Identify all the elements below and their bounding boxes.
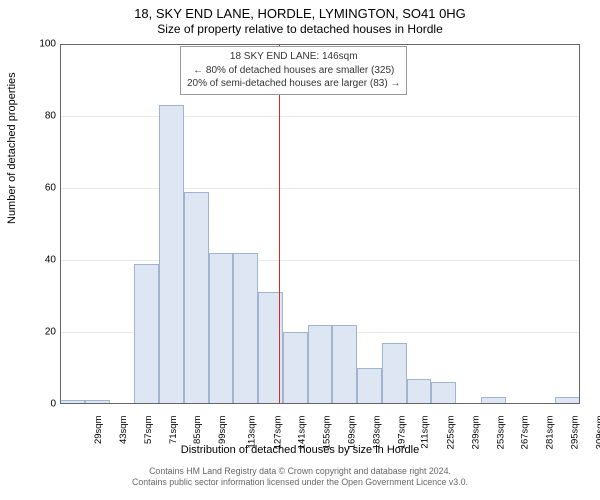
spine-right [579,44,580,404]
y-tick-label: 80 [45,111,56,122]
y-tick-label: 100 [39,39,56,50]
y-axis-label: Number of detached properties [6,72,18,224]
histogram-bar [357,368,382,404]
y-tick-label: 0 [50,399,56,410]
x-tick-label: 57sqm [143,416,154,445]
reference-line [279,44,280,404]
plot-area [60,44,580,404]
chart-title-main: 18, SKY END LANE, HORDLE, LYMINGTON, SO4… [0,6,600,21]
histogram-bar [209,253,234,404]
footer-line1: Contains HM Land Registry data © Crown c… [0,466,600,477]
x-tick-label: 43sqm [118,416,129,445]
footer-line2: Contains public sector information licen… [0,477,600,488]
x-tick-label: 29sqm [93,416,104,445]
x-tick-label: 85sqm [192,416,203,445]
reference-callout: 18 SKY END LANE: 146sqm ← 80% of detache… [180,46,407,95]
histogram-bar [308,325,333,404]
histogram-bar [134,264,159,404]
x-tick-label: 99sqm [217,416,228,445]
spine-bottom [60,403,580,404]
y-tick-label: 60 [45,183,56,194]
spine-top [60,44,580,45]
spine-left [60,44,61,404]
histogram-bar [382,343,407,404]
x-axis-label: Distribution of detached houses by size … [0,444,600,456]
histogram-bar [283,332,308,404]
chart-title-sub: Size of property relative to detached ho… [0,22,600,36]
callout-line3: 20% of semi-detached houses are larger (… [187,77,400,91]
histogram-bar [407,379,432,404]
histogram-bar [233,253,258,404]
callout-line1: 18 SKY END LANE: 146sqm [187,50,400,64]
histogram-bar [184,192,209,404]
footer-attribution: Contains HM Land Registry data © Crown c… [0,466,600,489]
histogram-bar [159,105,184,404]
chart-container: 18, SKY END LANE, HORDLE, LYMINGTON, SO4… [0,0,600,500]
y-tick-label: 40 [45,255,56,266]
histogram-bar [431,382,456,404]
histogram-bar [332,325,357,404]
y-tick-label: 20 [45,327,56,338]
callout-line2: ← 80% of detached houses are smaller (32… [187,64,400,78]
x-tick-label: 71sqm [168,416,179,445]
